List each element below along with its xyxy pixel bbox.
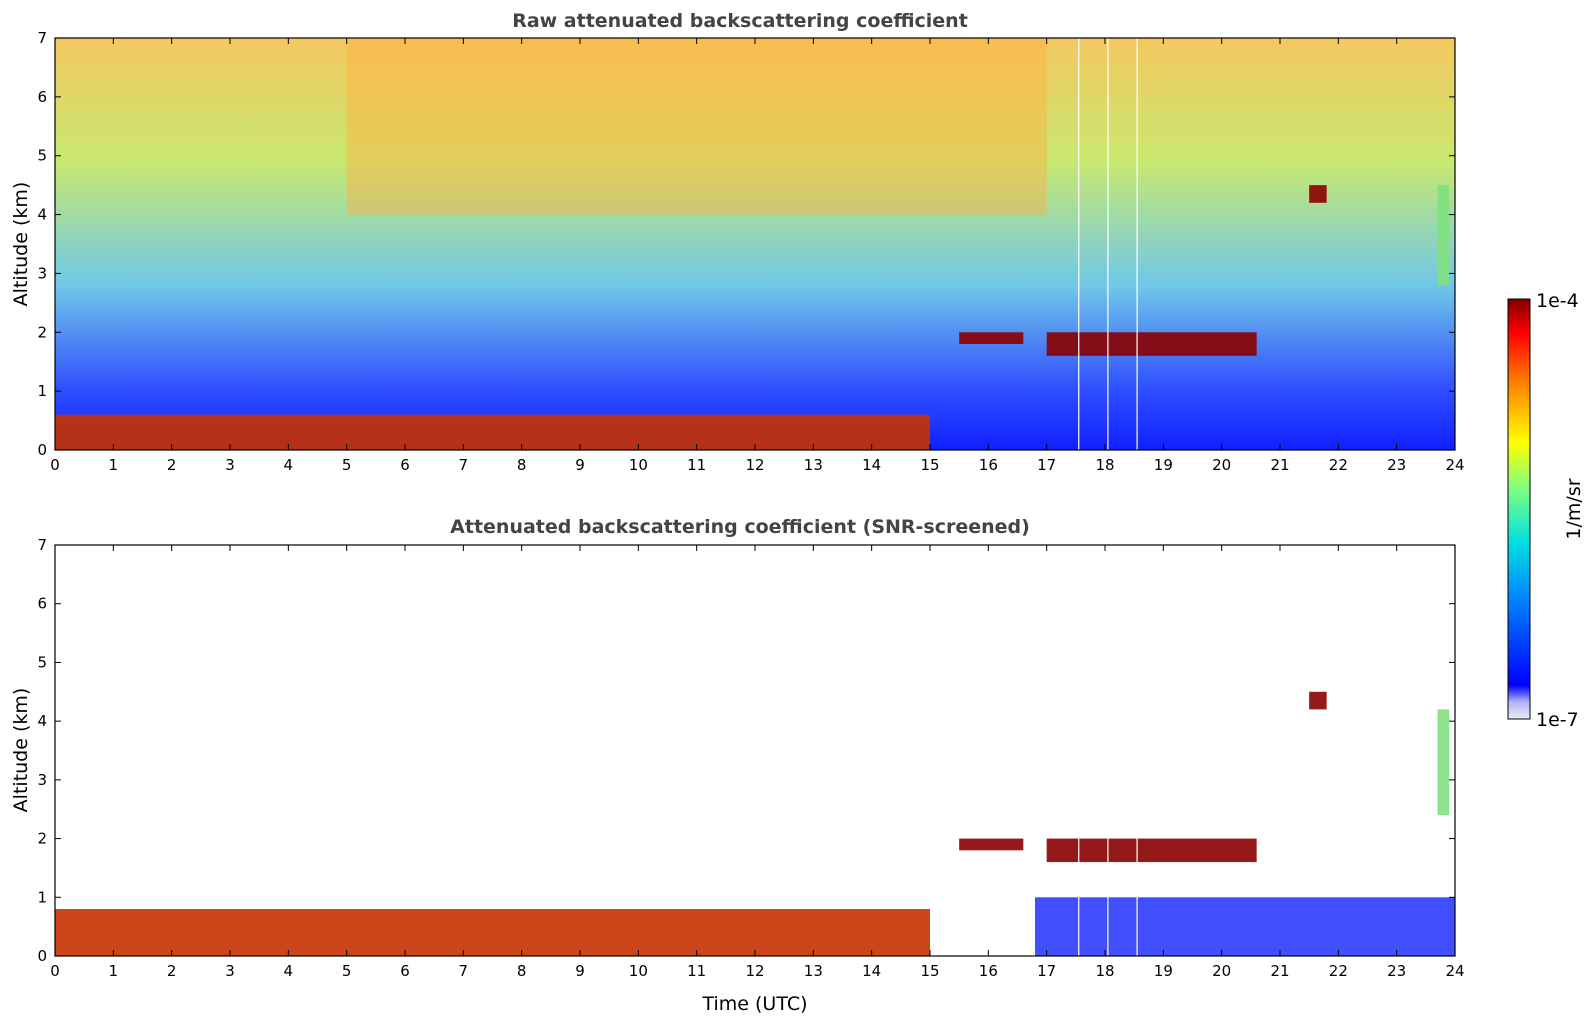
chart-title: Attenuated backscattering coefficient (S… xyxy=(450,516,1030,538)
x-tick-label: 11 xyxy=(687,962,706,980)
x-tick-label: 1 xyxy=(109,962,119,980)
x-tick-label: 15 xyxy=(920,456,939,474)
x-tick-label: 19 xyxy=(1154,962,1173,980)
x-tick-label: 5 xyxy=(342,456,352,474)
y-tick-label: 4 xyxy=(37,712,47,730)
x-tick-label: 16 xyxy=(979,456,998,474)
x-tick-label: 19 xyxy=(1154,456,1173,474)
x-tick-label: 11 xyxy=(687,456,706,474)
x-tick-label: 21 xyxy=(1270,456,1289,474)
x-tick-label: 8 xyxy=(517,456,527,474)
y-tick-label: 2 xyxy=(37,830,47,848)
x-tick-label: 17 xyxy=(1037,962,1056,980)
boundary-layer-feature xyxy=(55,909,930,956)
x-tick-label: 1 xyxy=(109,456,119,474)
y-axis-label: Altitude (km) xyxy=(10,688,32,813)
x-tick-label: 3 xyxy=(225,962,235,980)
colorbar-gradient xyxy=(1507,298,1531,720)
x-tick-label: 7 xyxy=(459,456,469,474)
x-tick-label: 23 xyxy=(1387,962,1406,980)
x-tick-label: 13 xyxy=(804,456,823,474)
x-tick-label: 7 xyxy=(459,962,469,980)
x-tick-label: 22 xyxy=(1329,962,1348,980)
x-tick-label: 6 xyxy=(400,456,410,474)
x-tick-label: 0 xyxy=(50,962,60,980)
x-tick-label: 15 xyxy=(920,962,939,980)
y-axis-ticks: 0 1 2 3 4 5 6 7 xyxy=(37,536,1455,965)
cloud-feature xyxy=(1309,691,1327,710)
colorbar-max-label: 1e-4 xyxy=(1536,290,1579,312)
heatmap-plot xyxy=(55,545,1455,956)
colorbar: 1e-4 1e-7 1/m/sr xyxy=(1507,290,1585,731)
x-tick-label: 5 xyxy=(342,962,352,980)
colorbar-unit-label: 1/m/sr xyxy=(1563,478,1585,539)
x-axis-ticks: 0 1 2 3 4 5 6 7 8 9 10 11 12 13 14 15 16 17 18 19 20 21 22 23 24 xyxy=(50,38,1465,474)
y-tick-label: 6 xyxy=(37,595,47,613)
y-tick-label: 7 xyxy=(37,29,47,47)
plot-background xyxy=(55,545,1455,956)
x-tick-label: 17 xyxy=(1037,456,1056,474)
elevated-layer-feature xyxy=(1437,709,1450,816)
heatmap-plot xyxy=(55,38,1455,450)
y-tick-label: 3 xyxy=(37,771,47,789)
x-tick-label: 21 xyxy=(1270,962,1289,980)
x-tick-label: 6 xyxy=(400,962,410,980)
x-tick-label: 4 xyxy=(284,962,294,980)
cloud-feature xyxy=(1046,838,1257,863)
x-tick-label: 14 xyxy=(862,962,881,980)
x-tick-label: 13 xyxy=(804,962,823,980)
x-tick-label: 2 xyxy=(167,962,177,980)
x-tick-label: 9 xyxy=(575,962,585,980)
y-tick-label: 4 xyxy=(37,206,47,224)
y-tick-label: 6 xyxy=(37,88,47,106)
x-tick-label: 9 xyxy=(575,456,585,474)
x-tick-label: 4 xyxy=(284,456,294,474)
y-tick-label: 1 xyxy=(37,888,47,906)
chart-title: Raw attenuated backscattering coefficien… xyxy=(512,10,968,32)
cloud-feature xyxy=(959,332,1024,345)
y-tick-label: 5 xyxy=(37,147,47,165)
y-axis-ticks: 0 1 2 3 4 5 6 7 xyxy=(37,29,1455,459)
x-tick-label: 24 xyxy=(1445,962,1464,980)
y-tick-label: 1 xyxy=(37,382,47,400)
x-tick-label: 18 xyxy=(1095,962,1114,980)
y-axis-label: Altitude (km) xyxy=(10,182,32,307)
clear-air-signal xyxy=(1035,897,1455,956)
x-tick-label: 16 xyxy=(979,962,998,980)
cloud-feature xyxy=(1309,185,1327,203)
x-tick-label: 14 xyxy=(862,456,881,474)
y-tick-label: 2 xyxy=(37,323,47,341)
x-tick-label: 3 xyxy=(225,456,235,474)
x-tick-label: 10 xyxy=(629,456,648,474)
noise-high-feature xyxy=(346,38,1047,215)
snr-screened-panel: Attenuated backscattering coefficient (S… xyxy=(10,516,1465,1015)
colorbar-min-label: 1e-7 xyxy=(1536,709,1579,731)
x-tick-label: 24 xyxy=(1445,456,1464,474)
x-tick-label: 10 xyxy=(629,962,648,980)
x-tick-label: 22 xyxy=(1329,456,1348,474)
y-tick-label: 7 xyxy=(37,536,47,554)
x-tick-label: 12 xyxy=(745,962,764,980)
x-tick-label: 8 xyxy=(517,962,527,980)
x-tick-label: 23 xyxy=(1387,456,1406,474)
x-tick-label: 18 xyxy=(1095,456,1114,474)
x-tick-label: 12 xyxy=(745,456,764,474)
cloud-feature xyxy=(1046,332,1257,356)
cloud-feature xyxy=(959,838,1024,851)
y-tick-label: 0 xyxy=(37,947,47,965)
boundary-layer-feature xyxy=(55,414,930,450)
x-axis-label: Time (UTC) xyxy=(701,993,807,1015)
x-tick-label: 20 xyxy=(1212,962,1231,980)
x-axis-ticks: 0 1 2 3 4 5 6 7 8 9 10 11 12 13 14 15 16 17 18 19 20 21 22 23 24 xyxy=(50,545,1465,980)
noise-background xyxy=(55,38,1455,450)
y-tick-label: 0 xyxy=(37,441,47,459)
y-tick-label: 3 xyxy=(37,264,47,282)
x-tick-label: 0 xyxy=(50,456,60,474)
x-tick-label: 20 xyxy=(1212,456,1231,474)
raw-backscatter-panel: Raw attenuated backscattering coefficien… xyxy=(10,10,1465,474)
x-tick-label: 2 xyxy=(167,456,177,474)
elevated-layer-feature xyxy=(1437,185,1450,286)
y-tick-label: 5 xyxy=(37,653,47,671)
